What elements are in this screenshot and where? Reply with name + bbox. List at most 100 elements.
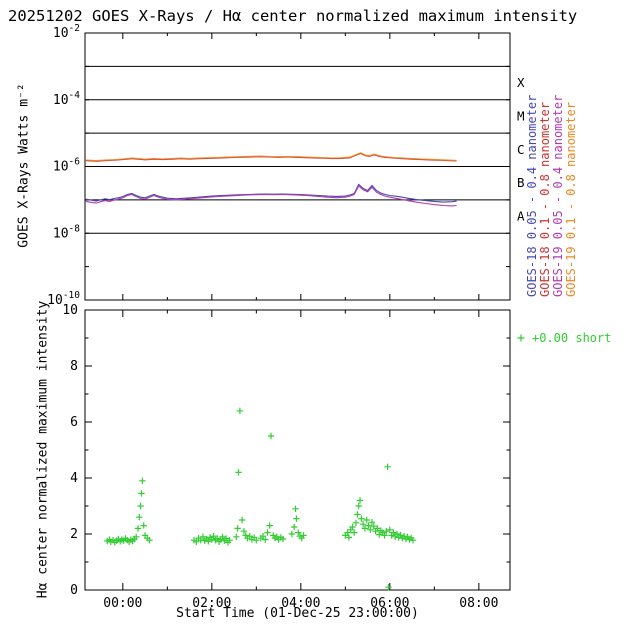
y-tick-label: 6 [70,415,78,430]
plus-marker [365,522,372,529]
plus-marker [236,407,244,414]
plus-marker [219,533,226,540]
plus-marker [295,529,302,536]
plus-marker [240,528,248,535]
y-tick-label: 10-8 [53,223,80,241]
plus-marker [253,537,260,544]
x-tick-label: 00:00 [103,596,142,611]
plus-marker [363,516,370,524]
plus-marker [266,522,273,529]
flare-class-label: M [517,108,525,123]
plus-marker [384,463,391,470]
plus-marker [385,584,392,591]
y-tick-label: 10-2 [53,23,80,41]
plus-marker [393,530,401,538]
plus-marker [409,537,417,544]
plus-marker [246,533,253,540]
series-label-goes19-short: GOES-19 0.05 - 0.4 nanometer [551,95,565,297]
plus-marker [359,521,367,528]
plus-marker [199,533,207,540]
ha-scatter-points [104,407,417,591]
y-tick-label: 8 [70,359,78,374]
plus-marker [136,514,143,521]
plus-marker [134,525,142,532]
plus-marker [374,525,381,532]
plus-marker [349,523,356,531]
plus-marker [139,477,146,484]
plus-marker [140,522,147,529]
flare-class-label: X [517,75,525,90]
plus-marker [214,535,221,542]
plus-marker [344,529,351,536]
plus-marker [293,515,300,522]
plus-marker [193,538,200,545]
flare-class-label: A [517,209,525,224]
plus-marker [138,490,145,497]
ha-panel-frame [84,309,511,591]
legend-plus-marker [517,334,525,342]
y-tick-label: 4 [70,471,78,486]
plus-marker [262,536,269,543]
plus-marker [279,535,287,543]
plus-marker [137,502,144,510]
plus-marker [358,515,365,522]
y-tick-label: 10 [62,303,78,318]
series-goes18-long [85,152,457,162]
y-tick-label: 10-4 [53,90,80,108]
plus-marker [233,533,240,540]
plus-marker [259,533,267,540]
plus-marker [133,533,140,540]
plus-marker [292,505,299,512]
plus-marker [205,538,212,545]
plus-marker [345,534,353,541]
series-label-goes18-long: GOES-18 0.1 - 0.8 nanometer [538,102,552,297]
plus-marker [386,526,393,533]
plus-marker [351,529,358,536]
plus-marker [356,497,364,504]
plus-marker [376,531,383,538]
series-label-goes19-long: GOES-19 0.1 - 0.8 nanometer [564,102,578,297]
plus-marker [300,532,307,539]
plus-marker [210,533,217,540]
ha-legend: +0.00 short [517,331,611,345]
series-label-goes18-short: GOES-18 0.05 - 0.4 nanometer [525,95,539,297]
x-tick-label: 06:00 [370,596,409,611]
plus-marker [226,537,233,544]
y-tick-label: 2 [70,527,78,542]
plus-marker [234,525,241,532]
plus-marker [288,530,296,538]
plus-marker [390,529,397,536]
flare-class-label: B [517,175,525,190]
plus-marker [146,537,153,544]
plus-marker [267,432,275,440]
plus-marker [368,519,376,526]
series-goes19-short [85,185,457,207]
flare-class-label: C [517,142,525,157]
plus-marker [361,525,369,532]
plus-marker [238,516,246,524]
plus-marker [291,523,298,531]
x-tick-label: 08:00 [459,596,498,611]
plus-marker [367,526,374,533]
plus-marker [355,502,362,510]
plus-marker [383,528,390,535]
y-tick-label: 0 [70,583,78,598]
x-axis-label: Start Time (01-Dec-25 23:00:00) [176,606,419,621]
plus-marker [354,511,361,518]
ha-panel: 0 2 4 6 8 10 00:00 02:00 04:00 06:00 08:00 +0.00 sh… [62,303,611,611]
series-goes19-long [85,152,457,162]
x-tick-label: 02:00 [192,596,231,611]
plus-marker [235,469,242,476]
plus-marker [370,523,377,530]
x-tick-label: 04:00 [281,596,320,611]
goes-panel-frame [84,32,511,301]
plus-marker [208,536,215,543]
page-title: 20251202 GOES X-Rays / Hα center normali… [8,7,578,25]
plus-marker [264,529,271,536]
legend-label: +0.00 short [532,331,611,345]
y-tick-label: 10-6 [53,157,80,175]
plus-marker [381,532,388,539]
